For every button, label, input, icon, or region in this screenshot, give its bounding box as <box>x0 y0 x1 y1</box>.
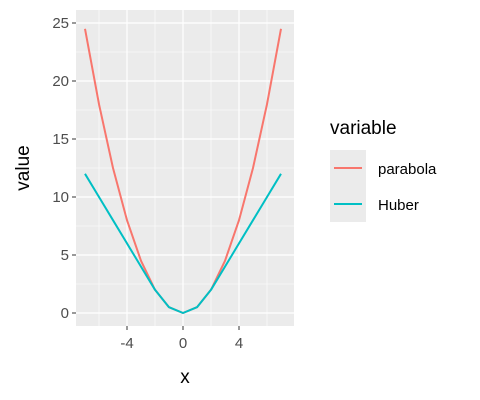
x-tick-label: -4 <box>120 335 133 352</box>
x-tick-label: 4 <box>235 335 243 352</box>
y-axis: 0 5 10 15 20 25 <box>52 15 76 322</box>
x-tick-label: 0 <box>179 335 187 352</box>
y-tick-label: 10 <box>52 189 69 206</box>
legend: variable parabola Huber <box>330 118 437 222</box>
y-tick-label: 15 <box>52 131 69 148</box>
y-tick-label: 5 <box>61 247 69 264</box>
y-tick-label: 20 <box>52 73 69 90</box>
grid-minor <box>76 10 294 326</box>
y-tick-label: 25 <box>52 15 69 32</box>
grid-major <box>76 10 294 326</box>
series-layer <box>84 28 282 314</box>
legend-label-parabola: parabola <box>378 161 437 178</box>
x-axis-title: x <box>180 367 190 388</box>
series-line-huber <box>84 173 282 314</box>
y-axis-title: value <box>13 145 34 190</box>
legend-label-huber: Huber <box>378 197 419 214</box>
y-tick-label: 0 <box>61 305 69 322</box>
legend-items: parabola Huber <box>330 150 437 222</box>
x-axis: -4 0 4 <box>120 326 243 352</box>
legend-title: variable <box>330 118 397 139</box>
